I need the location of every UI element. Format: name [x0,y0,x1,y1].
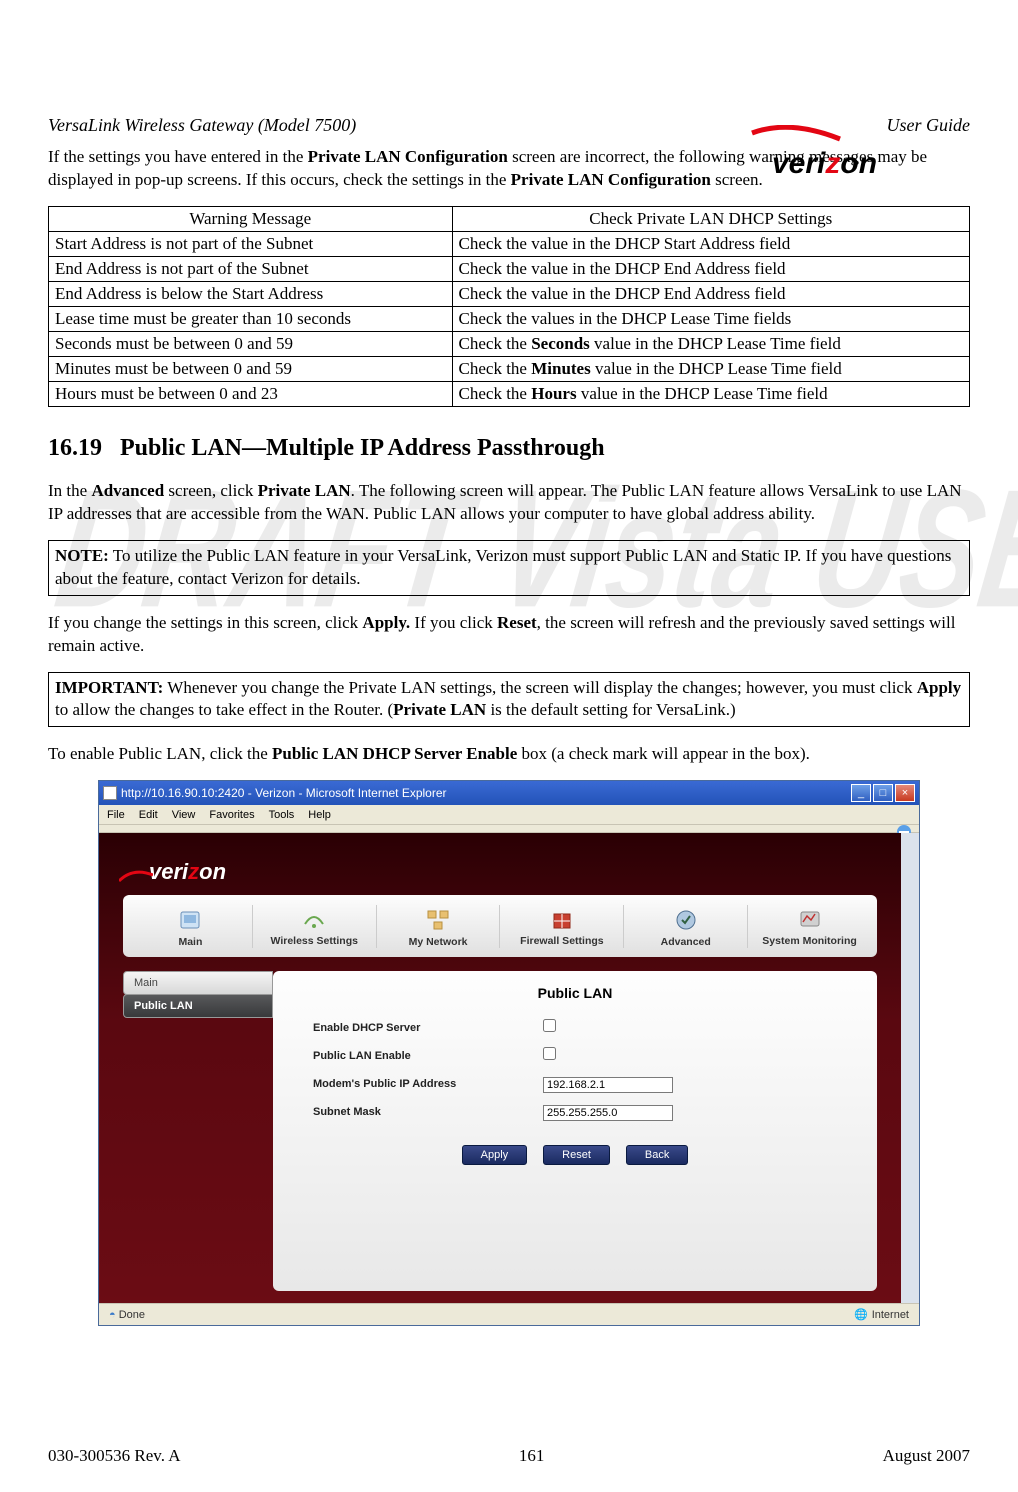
ie-statusbar: ◓ Done 🌐 Internet [99,1303,919,1325]
row-public-lan-enable: Public LAN Enable [313,1047,837,1065]
scroll-up-icon[interactable]: ▴ [901,833,919,849]
footer-right: August 2007 [883,1446,970,1466]
router-nav: Main Wireless Settings My Network Firewa… [123,895,877,957]
window-buttons: _ □ × [851,784,915,802]
close-button[interactable]: × [895,784,915,802]
config-panel: Public LAN Enable DHCP Server Public LAN… [273,971,877,1291]
label-public-lan-enable: Public LAN Enable [313,1050,543,1062]
panel-title: Public LAN [313,985,837,1001]
nav-system[interactable]: System Monitoring [747,905,871,948]
nav-label: Main [178,936,202,948]
section-title: Public LAN—Multiple IP Address Passthrou… [120,435,605,461]
nav-label: Advanced [661,936,711,948]
reset-button[interactable]: Reset [543,1145,610,1165]
advanced-icon [672,907,700,933]
warning-table: Warning Message Check Private LAN DHCP S… [48,206,970,407]
back-button[interactable]: Back [626,1145,688,1165]
label-subnet-mask: Subnet Mask [313,1106,543,1118]
nav-main[interactable]: Main [129,905,252,948]
input-subnet-mask[interactable] [543,1105,673,1121]
table-header-2: Check Private LAN DHCP Settings [452,206,969,231]
ie-menubar: File Edit View Favorites Tools Help [99,805,919,825]
side-tabs: Main Public LAN [123,971,273,1291]
screenshot: http://10.16.90.10:2420 - Verizon - Micr… [48,780,970,1326]
firewall-icon [548,907,576,933]
header-left: VersaLink Wireless Gateway (Model 7500) [48,115,356,136]
status-left: Done [119,1309,145,1321]
table-row: Seconds must be between 0 and 59Check th… [49,331,970,356]
label-enable-dhcp: Enable DHCP Server [313,1022,543,1034]
footer-center: 161 [519,1446,545,1466]
section-number: 16.19 [48,435,102,462]
maximize-button[interactable]: □ [873,784,893,802]
monitoring-icon [796,907,824,933]
ie-app-icon [103,786,117,800]
paragraph-1: In the Advanced screen, click Private LA… [48,480,970,526]
table-header-1: Warning Message [49,206,453,231]
checkbox-enable-dhcp[interactable] [543,1019,556,1032]
menu-edit[interactable]: Edit [139,809,158,821]
table-row: End Address is not part of the SubnetChe… [49,256,970,281]
nav-label: My Network [409,936,468,948]
table-row: End Address is below the Start AddressCh… [49,281,970,306]
menu-favorites[interactable]: Favorites [209,809,254,821]
internet-zone-icon: 🌐 [854,1308,868,1321]
note-box: NOTE: To utilize the Public LAN feature … [48,540,970,596]
paragraph-3: To enable Public LAN, click the Public L… [48,743,970,766]
input-public-ip[interactable] [543,1077,673,1093]
network-icon [424,907,452,933]
label-public-ip: Modem's Public IP Address [313,1078,543,1090]
menu-file[interactable]: File [107,809,125,821]
verizon-logo: verizon [750,125,910,185]
nav-label: Firewall Settings [500,936,623,948]
nav-advanced[interactable]: Advanced [623,905,747,948]
menu-view[interactable]: View [172,809,196,821]
ie-toolbar [99,825,919,833]
ie-titlebar: http://10.16.90.10:2420 - Verizon - Micr… [99,781,919,805]
scroll-down-icon[interactable]: ▾ [901,1287,919,1303]
nav-label: Wireless Settings [253,936,376,948]
ie-window: http://10.16.90.10:2420 - Verizon - Micr… [98,780,920,1326]
logo-text-right: on [840,147,877,180]
table-row: Minutes must be between 0 and 59Check th… [49,356,970,381]
table-row: Hours must be between 0 and 23Check the … [49,381,970,406]
button-row: Apply Reset Back [313,1145,837,1165]
table-header-row: Warning Message Check Private LAN DHCP S… [49,206,970,231]
svg-text:verizon: verizon [772,147,877,180]
row-subnet-mask: Subnet Mask [313,1103,837,1121]
nav-network[interactable]: My Network [376,905,500,948]
important-box: IMPORTANT: Whenever you change the Priva… [48,672,970,728]
nav-firewall[interactable]: Firewall Settings [499,905,623,948]
router-logo: verizon [149,859,877,885]
scrollbar[interactable]: ▴ ▾ [901,833,919,1303]
row-enable-dhcp: Enable DHCP Server [313,1019,837,1037]
table-row: Lease time must be greater than 10 secon… [49,306,970,331]
router-page: ▴ ▾ verizon Main Wireless [99,833,919,1303]
page-footer: 030-300536 Rev. A 161 August 2007 [48,1446,970,1466]
table-row: Start Address is not part of the SubnetC… [49,231,970,256]
wireless-icon [300,907,328,933]
tab-main[interactable]: Main [123,971,273,995]
menu-tools[interactable]: Tools [269,809,295,821]
minimize-button[interactable]: _ [851,784,871,802]
nav-wireless[interactable]: Wireless Settings [252,905,376,948]
paragraph-2: If you change the settings in this scree… [48,612,970,658]
row-public-ip: Modem's Public IP Address [313,1075,837,1093]
home-icon [176,907,204,933]
footer-left: 030-300536 Rev. A [48,1446,181,1466]
status-done-icon: ◓ [109,1309,116,1321]
menu-help[interactable]: Help [308,809,331,821]
section-heading: 16.19 Public LAN—Multiple IP Address Pass… [48,435,970,462]
status-right: Internet [872,1309,909,1321]
checkbox-public-lan[interactable] [543,1047,556,1060]
nav-label: System Monitoring [748,936,871,948]
scroll-thumb[interactable] [901,849,919,909]
tab-public-lan[interactable]: Public LAN [123,994,273,1018]
apply-button[interactable]: Apply [462,1145,528,1165]
logo-text-left: veri [772,147,826,180]
ie-title-text: http://10.16.90.10:2420 - Verizon - Micr… [121,786,447,800]
